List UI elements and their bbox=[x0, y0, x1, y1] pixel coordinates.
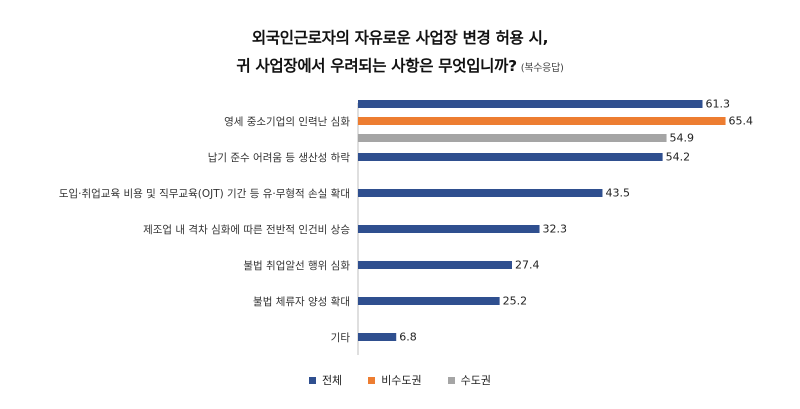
chart-title-question: 귀 사업장에서 우려되는 사항은 무엇입니까? bbox=[236, 57, 517, 75]
bar-total bbox=[358, 261, 512, 269]
category-label: 불법 취업알선 행위 심화 bbox=[243, 259, 350, 272]
category-label: 도입·취업교육 비용 및 직무교육(OJT) 기간 등 유·무형적 손실 확대 bbox=[59, 187, 350, 200]
category-label: 영세 중소기업의 인력난 심화 bbox=[224, 115, 350, 128]
legend-swatch-non-capital bbox=[368, 376, 376, 384]
bar-total bbox=[358, 225, 540, 233]
data-label-capital: 54.9 bbox=[670, 132, 695, 145]
data-label-total: 32.3 bbox=[543, 223, 568, 236]
bar-total bbox=[358, 153, 663, 161]
legend-item-total: 전체 bbox=[308, 372, 343, 388]
chart-title-line1: 외국인근로자의 자유로운 사업장 변경 허용 시, bbox=[251, 29, 549, 47]
legend-swatch-total bbox=[308, 376, 316, 384]
bar-non-capital bbox=[358, 117, 726, 125]
legend-item-capital: 수도권 bbox=[447, 372, 492, 388]
data-label-total: 25.2 bbox=[503, 295, 528, 308]
chart-title-note: (복수응답) bbox=[520, 63, 564, 74]
data-label-total: 61.3 bbox=[706, 98, 731, 111]
bar-capital bbox=[358, 134, 667, 142]
bar-total bbox=[358, 189, 603, 197]
bar-total bbox=[358, 297, 500, 305]
legend-label-non-capital: 비수도권 bbox=[381, 374, 422, 387]
bar-total bbox=[358, 333, 397, 341]
category-label: 기타 bbox=[331, 332, 351, 344]
legend-item-non-capital: 비수도권 bbox=[368, 372, 422, 388]
category-label: 납기 준수 어려움 등 생산성 하락 bbox=[208, 151, 351, 164]
category-label: 불법 체류자 양성 확대 bbox=[253, 295, 350, 308]
legend-label-total: 전체 bbox=[321, 374, 343, 387]
data-label-non-capital: 65.4 bbox=[729, 115, 754, 128]
data-label-total: 43.5 bbox=[605, 187, 630, 200]
chart-title-line2: 귀 사업장에서 우려되는 사항은 무엇입니까? (복수응답) bbox=[0, 54, 800, 76]
data-label-total: 27.4 bbox=[515, 259, 540, 272]
bar-total bbox=[358, 100, 703, 108]
legend-label-capital: 수도권 bbox=[460, 374, 492, 387]
legend-swatch-capital bbox=[447, 376, 455, 384]
data-label-total: 6.8 bbox=[399, 331, 417, 344]
chart-legend: 전체 비수도권 수도권 bbox=[0, 372, 800, 388]
category-label: 제조업 내 격차 심화에 따른 전반적 인건비 상승 bbox=[143, 223, 350, 236]
data-label-total: 54.2 bbox=[666, 151, 691, 164]
